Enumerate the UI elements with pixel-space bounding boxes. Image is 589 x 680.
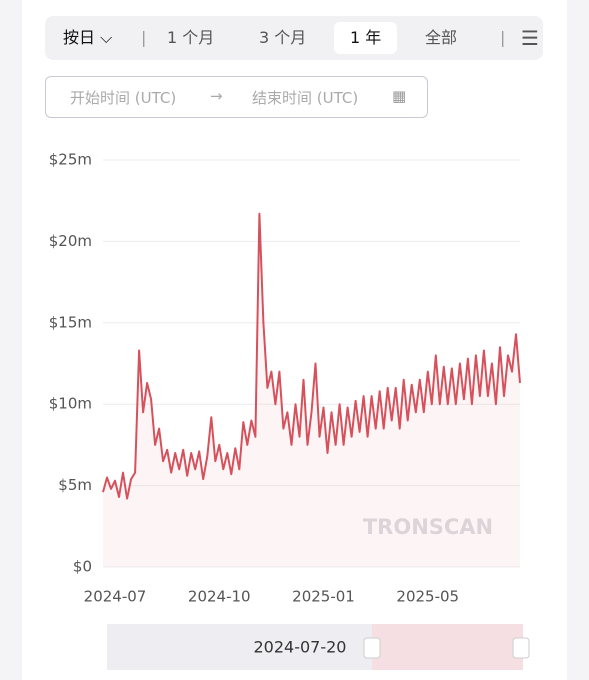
range-button[interactable]: 3 个月 bbox=[259, 28, 307, 47]
slider-handle[interactable] bbox=[363, 637, 381, 659]
y-tick-label: $15m bbox=[49, 313, 92, 331]
watermark: TRONSCAN bbox=[363, 515, 493, 539]
x-tick-label: 2025-01 bbox=[292, 588, 355, 606]
calendar-icon[interactable]: ▦ bbox=[392, 87, 407, 105]
x-tick-label: 2024-07 bbox=[84, 588, 147, 606]
divider: | bbox=[141, 28, 147, 47]
interval-select[interactable]: 按日 ⌵ bbox=[63, 28, 113, 47]
y-tick-label: $20m bbox=[49, 232, 92, 250]
interval-label: 按日 bbox=[63, 28, 96, 47]
x-tick-label: 2025-05 bbox=[396, 588, 459, 606]
toolbar: 按日 ⌵ | 1 个月 3 个月 1 年 全部 | ☰ bbox=[45, 16, 543, 60]
chart: TRONSCAN 2024-07-20 $0 $5m $10m $15m $20m $25… bbox=[49, 151, 530, 670]
range-button[interactable]: 1 年 bbox=[334, 22, 398, 54]
area bbox=[103, 213, 520, 567]
end-input[interactable]: 结束时间 (UTC) bbox=[252, 89, 359, 107]
menu-button[interactable]: ☰ bbox=[521, 26, 539, 50]
divider: | bbox=[500, 28, 506, 47]
arrow: → bbox=[210, 87, 223, 105]
y-tick-label: $10m bbox=[49, 395, 92, 413]
range-button[interactable]: 全部 bbox=[425, 28, 458, 47]
date-range[interactable]: 开始时间 (UTC) → 结束时间 (UTC) ▦ bbox=[45, 76, 428, 118]
y-tick-label: $0 bbox=[73, 558, 92, 576]
y-tick-label: $25m bbox=[49, 151, 92, 169]
slider-window[interactable] bbox=[372, 624, 523, 670]
range-button[interactable]: 1 个月 bbox=[167, 28, 215, 47]
slider-handle[interactable] bbox=[512, 637, 530, 659]
start-input[interactable]: 开始时间 (UTC) bbox=[70, 89, 177, 107]
line bbox=[102, 212, 521, 500]
x-tick-label: 2024-10 bbox=[188, 588, 251, 606]
slider-label: 2024-07-20 bbox=[254, 638, 347, 657]
y-tick-label: $5m bbox=[58, 476, 92, 494]
